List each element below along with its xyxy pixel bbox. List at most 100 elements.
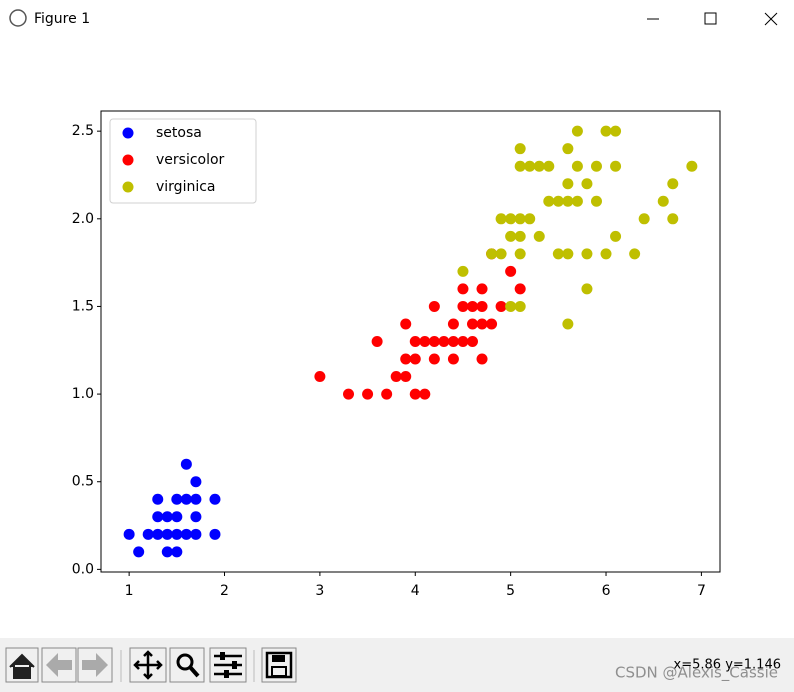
- data-point: [466, 300, 478, 312]
- x-tick-label: 1: [125, 583, 134, 599]
- data-point: [610, 125, 622, 137]
- legend-marker: [122, 127, 134, 139]
- save-button[interactable]: [261, 647, 297, 683]
- data-point: [457, 336, 469, 347]
- x-tick-label: 6: [602, 583, 611, 599]
- data-point: [533, 160, 545, 172]
- x-tick-label: 2: [220, 583, 229, 599]
- data-point: [581, 248, 593, 260]
- data-point: [209, 528, 221, 540]
- status-text: x=5.86 y=1.146: [674, 658, 781, 673]
- y-tick-label: 0.5: [72, 474, 94, 490]
- data-point: [571, 125, 583, 137]
- data-point: [457, 300, 469, 312]
- data-point: [428, 300, 440, 312]
- data-point: [314, 371, 326, 383]
- data-point: [190, 476, 202, 488]
- data-point: [514, 300, 526, 312]
- data-point: [552, 248, 564, 260]
- data-point: [505, 300, 517, 312]
- x-tick-label: 5: [506, 583, 515, 599]
- data-point: [428, 336, 440, 347]
- data-point: [486, 248, 498, 260]
- data-point: [514, 213, 526, 225]
- data-point: [524, 160, 536, 172]
- data-point: [457, 265, 469, 277]
- data-point: [514, 283, 526, 295]
- data-point: [457, 283, 469, 295]
- pan-button[interactable]: [129, 647, 167, 683]
- legend-label: setosa: [156, 125, 202, 141]
- data-point: [400, 371, 412, 383]
- data-point: [171, 528, 183, 540]
- data-point: [505, 230, 517, 242]
- legend-label: virginica: [156, 179, 216, 195]
- data-point: [505, 265, 517, 277]
- y-tick-label: 2.0: [72, 211, 94, 227]
- data-point: [161, 511, 173, 523]
- configure-button[interactable]: [209, 647, 247, 683]
- x-tick-label: 7: [697, 583, 706, 599]
- data-point: [505, 213, 517, 225]
- data-point: [152, 528, 164, 540]
- data-point: [600, 248, 612, 260]
- x-tick-label: 4: [411, 583, 420, 599]
- home-button[interactable]: [5, 647, 39, 683]
- x-tick-label: 3: [315, 583, 324, 599]
- data-point: [409, 388, 421, 400]
- legend-marker: [122, 154, 134, 166]
- data-point: [543, 195, 555, 207]
- data-point: [362, 388, 374, 400]
- maximize-button[interactable]: [704, 12, 717, 25]
- data-point: [657, 195, 669, 207]
- data-point: [562, 318, 574, 330]
- data-point: [495, 300, 507, 312]
- data-point: [381, 388, 393, 400]
- data-point: [514, 230, 526, 242]
- data-point: [447, 353, 459, 365]
- data-point: [180, 528, 192, 540]
- back-button[interactable]: [41, 647, 77, 683]
- data-point: [667, 178, 679, 190]
- data-point: [390, 371, 402, 383]
- forward-button[interactable]: [77, 647, 113, 683]
- data-point: [562, 195, 574, 207]
- data-point: [466, 318, 478, 330]
- data-point: [171, 493, 183, 505]
- data-point: [161, 528, 173, 540]
- data-point: [524, 213, 536, 225]
- data-point: [495, 213, 507, 225]
- data-point: [180, 458, 192, 470]
- close-button[interactable]: [764, 12, 778, 26]
- data-point: [667, 213, 679, 225]
- data-point: [209, 493, 221, 505]
- data-point: [495, 248, 507, 260]
- data-point: [190, 511, 202, 523]
- data-point: [142, 528, 154, 540]
- data-point: [562, 248, 574, 260]
- data-point: [610, 160, 622, 172]
- data-point: [190, 493, 202, 505]
- data-point: [486, 318, 498, 330]
- data-point: [428, 353, 440, 365]
- data-point: [571, 195, 583, 207]
- data-point: [409, 336, 421, 347]
- data-point: [190, 528, 202, 540]
- data-point: [180, 493, 192, 505]
- legend-label: versicolor: [156, 152, 225, 168]
- data-point: [476, 318, 488, 330]
- data-point: [409, 353, 421, 365]
- data-point: [581, 178, 593, 190]
- data-point: [581, 283, 593, 295]
- data-point: [343, 388, 355, 400]
- data-point: [476, 300, 488, 312]
- data-point: [152, 493, 164, 505]
- data-point: [533, 230, 545, 242]
- data-point: [447, 336, 459, 347]
- data-point: [514, 160, 526, 172]
- y-tick-label: 0.0: [72, 561, 94, 577]
- data-point: [371, 336, 383, 347]
- zoom-button[interactable]: [169, 647, 205, 683]
- data-point: [590, 195, 602, 207]
